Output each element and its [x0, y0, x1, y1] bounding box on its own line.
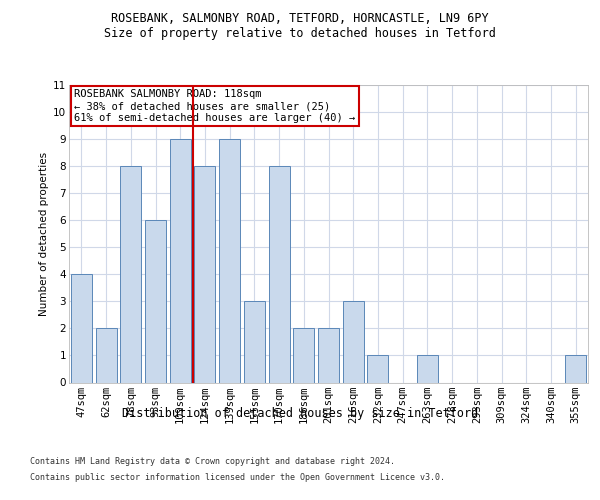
Bar — [244, 302, 265, 382]
Bar — [565, 356, 586, 382]
Bar — [293, 328, 314, 382]
Text: Distribution of detached houses by size in Tetford: Distribution of detached houses by size … — [122, 408, 478, 420]
Bar — [145, 220, 166, 382]
Bar — [194, 166, 215, 382]
Text: Contains public sector information licensed under the Open Government Licence v3: Contains public sector information licen… — [30, 472, 445, 482]
Bar — [343, 302, 364, 382]
Text: ROSEBANK, SALMONBY ROAD, TETFORD, HORNCASTLE, LN9 6PY: ROSEBANK, SALMONBY ROAD, TETFORD, HORNCA… — [111, 12, 489, 26]
Bar — [269, 166, 290, 382]
Text: Size of property relative to detached houses in Tetford: Size of property relative to detached ho… — [104, 28, 496, 40]
Bar — [170, 139, 191, 382]
Bar — [219, 139, 240, 382]
Bar — [95, 328, 116, 382]
Bar — [417, 356, 438, 382]
Text: ROSEBANK SALMONBY ROAD: 118sqm
← 38% of detached houses are smaller (25)
61% of : ROSEBANK SALMONBY ROAD: 118sqm ← 38% of … — [74, 90, 355, 122]
Bar — [318, 328, 339, 382]
Bar — [120, 166, 141, 382]
Text: Contains HM Land Registry data © Crown copyright and database right 2024.: Contains HM Land Registry data © Crown c… — [30, 458, 395, 466]
Bar — [367, 356, 388, 382]
Y-axis label: Number of detached properties: Number of detached properties — [39, 152, 49, 316]
Bar — [71, 274, 92, 382]
